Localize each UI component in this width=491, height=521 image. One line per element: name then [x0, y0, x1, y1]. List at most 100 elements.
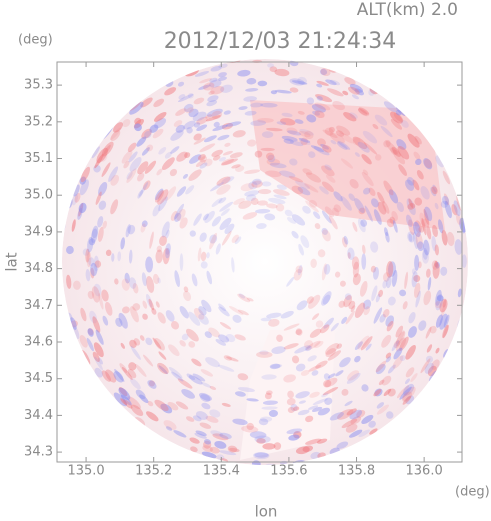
radar-speckle — [86, 337, 94, 352]
radar-speckle — [339, 357, 351, 368]
radar-speckle — [257, 80, 268, 87]
radar-speckle — [444, 200, 452, 219]
radar-speckle — [418, 261, 422, 269]
radar-speckle — [256, 223, 267, 230]
radar-speckle — [430, 186, 437, 197]
radar-speckle — [399, 355, 406, 362]
radar-speckle — [432, 184, 438, 193]
radar-speckle — [205, 115, 221, 122]
radar-speckle — [416, 170, 424, 180]
radar-speckle — [421, 249, 430, 264]
radar-speckle — [340, 158, 353, 169]
radar-speckle — [461, 254, 467, 268]
radar-speckle — [218, 76, 227, 81]
radar-speckle — [404, 271, 408, 290]
radar-speckle — [209, 77, 218, 83]
radar-speckle — [393, 112, 404, 122]
radar-speckle — [225, 121, 242, 127]
radar-speckle — [420, 186, 430, 200]
radar-speckle — [295, 391, 310, 399]
radar-speckle — [245, 194, 257, 202]
radar-speckle — [220, 208, 230, 216]
radar-speckle — [304, 183, 319, 193]
radar-speckle — [288, 176, 304, 183]
radar-speckle — [264, 213, 276, 221]
radar-speckle — [359, 281, 368, 297]
radar-speckle — [144, 160, 157, 174]
radar-speckle — [238, 200, 252, 209]
radar-speckle — [354, 152, 360, 157]
radar-speckle — [311, 104, 326, 113]
radar-speckle — [443, 314, 450, 328]
radar-speckle — [325, 343, 340, 355]
radar-speckle — [234, 391, 246, 397]
radar-speckle — [210, 182, 224, 192]
radar-speckle — [306, 97, 315, 105]
radar-speckle — [302, 445, 314, 452]
radar-speckle — [361, 414, 374, 424]
radar-speckle — [343, 295, 353, 308]
radar-speckle — [140, 97, 153, 108]
radar-speckle — [203, 135, 217, 143]
radar-speckle — [132, 283, 139, 294]
radar-speckle — [383, 139, 391, 148]
radar-speckle — [283, 323, 300, 331]
radar-speckle — [321, 392, 329, 398]
radar-speckle — [395, 325, 404, 338]
radar-speckle — [209, 232, 217, 250]
radar-speckle — [314, 341, 324, 349]
radar-speckle — [251, 180, 263, 188]
radar-speckle — [221, 230, 232, 246]
radar-speckle — [193, 415, 202, 422]
radar-speckle — [350, 416, 362, 425]
radar-speckle — [336, 142, 348, 150]
radar-speckle — [199, 162, 208, 169]
radar-speckle — [234, 334, 246, 341]
radar-speckle — [154, 338, 165, 351]
radar-speckle — [307, 405, 319, 410]
radar-speckle — [373, 389, 382, 397]
radar-speckle — [358, 207, 366, 215]
radar-speckle — [215, 243, 221, 255]
radar-speckle — [265, 127, 283, 132]
radar-speckle — [428, 370, 437, 382]
radar-speckle — [415, 232, 423, 250]
radar-speckle — [423, 239, 430, 256]
radar-speckle — [217, 364, 235, 372]
radar-speckle — [221, 158, 234, 165]
radar-speckle — [204, 331, 212, 339]
radar-speckle — [249, 431, 267, 439]
radar-speckle — [334, 271, 341, 278]
radar-speckle — [346, 408, 357, 416]
radar-speckle — [324, 206, 335, 218]
radar-speckle — [79, 176, 87, 185]
radar-speckle — [261, 374, 277, 380]
radar-speckle — [341, 418, 358, 429]
radar-speckle — [159, 235, 167, 246]
radar-speckle — [79, 335, 88, 348]
radar-speckle — [198, 154, 206, 161]
radar-speckle — [267, 63, 275, 68]
radar-speckle — [316, 96, 323, 101]
radar-speckle — [146, 144, 154, 152]
radar-speckle — [265, 390, 273, 395]
radar-speckle — [402, 396, 412, 405]
radar-speckle — [164, 87, 177, 96]
radar-speckle — [382, 201, 390, 214]
radar-speckle — [364, 205, 373, 222]
radar-speckle — [261, 181, 272, 187]
radar-speckle — [125, 224, 131, 238]
radar-speckle — [347, 247, 355, 260]
radar-speckle — [419, 212, 427, 229]
radar-speckle — [170, 210, 178, 221]
radar-speckle — [386, 218, 395, 228]
y-tick-label: 35.0 — [24, 188, 53, 203]
radar-speckle — [423, 208, 430, 226]
radar-speckle — [414, 254, 420, 271]
radar-speckle — [157, 312, 166, 324]
radar-speckle — [212, 433, 229, 441]
x-tick-label: 135.8 — [338, 464, 375, 479]
radar-speckle — [306, 114, 317, 123]
radar-speckle — [391, 210, 398, 221]
radar-speckle — [280, 310, 294, 319]
